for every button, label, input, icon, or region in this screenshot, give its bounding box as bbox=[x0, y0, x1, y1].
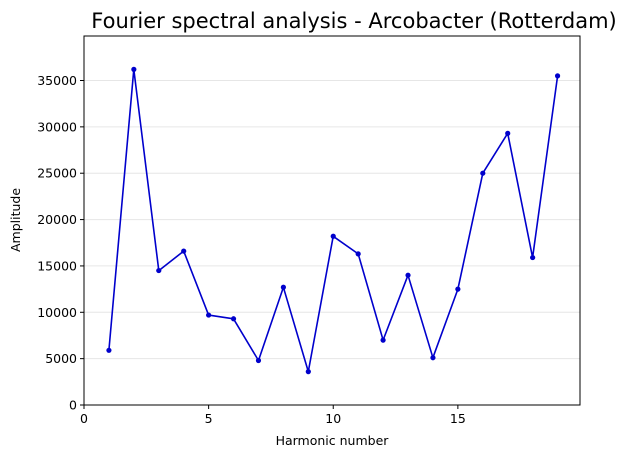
data-point bbox=[230, 316, 237, 322]
x-tick-label: 10 bbox=[325, 411, 341, 426]
y-axis-label: Amplitude bbox=[8, 188, 23, 252]
y-tick-label: 30000 bbox=[37, 119, 77, 134]
data-point bbox=[280, 284, 286, 290]
data-point bbox=[330, 233, 336, 239]
series-layer bbox=[106, 66, 561, 375]
plot-area bbox=[83, 35, 581, 406]
y-tick-label: 10000 bbox=[37, 305, 77, 320]
axis-ticks: 0 5000 10000 15000 20000 25000 30000 35000 0 5 10 1… bbox=[37, 73, 466, 426]
data-point bbox=[554, 73, 561, 79]
data-point bbox=[380, 337, 386, 343]
data-point bbox=[355, 251, 361, 257]
x-tick-label: 15 bbox=[450, 411, 466, 426]
data-point bbox=[156, 267, 162, 274]
data-point bbox=[430, 355, 436, 361]
y-tick-label: 0 bbox=[69, 398, 77, 413]
data-point bbox=[405, 272, 411, 278]
y-tick-label: 5000 bbox=[45, 351, 77, 366]
data-point bbox=[505, 130, 511, 136]
series-line bbox=[108, 68, 559, 373]
data-point bbox=[206, 312, 212, 318]
data-point bbox=[305, 369, 311, 375]
data-point bbox=[131, 66, 137, 72]
x-tick-label: 0 bbox=[80, 411, 88, 426]
data-point bbox=[455, 286, 461, 292]
data-point bbox=[480, 170, 486, 176]
data-point bbox=[181, 248, 187, 254]
y-tick-label: 25000 bbox=[37, 166, 77, 181]
grid bbox=[84, 80, 580, 406]
x-axis-label: Harmonic number bbox=[276, 433, 390, 448]
data-point bbox=[106, 347, 112, 353]
chart-title: Fourier spectral analysis - Arcobacter (… bbox=[91, 9, 616, 33]
y-tick-label: 15000 bbox=[37, 258, 77, 273]
data-point bbox=[530, 254, 536, 261]
y-tick-label: 20000 bbox=[37, 212, 77, 227]
x-tick-label: 5 bbox=[205, 411, 213, 426]
y-tick-label: 35000 bbox=[37, 73, 77, 88]
data-point bbox=[255, 357, 262, 364]
